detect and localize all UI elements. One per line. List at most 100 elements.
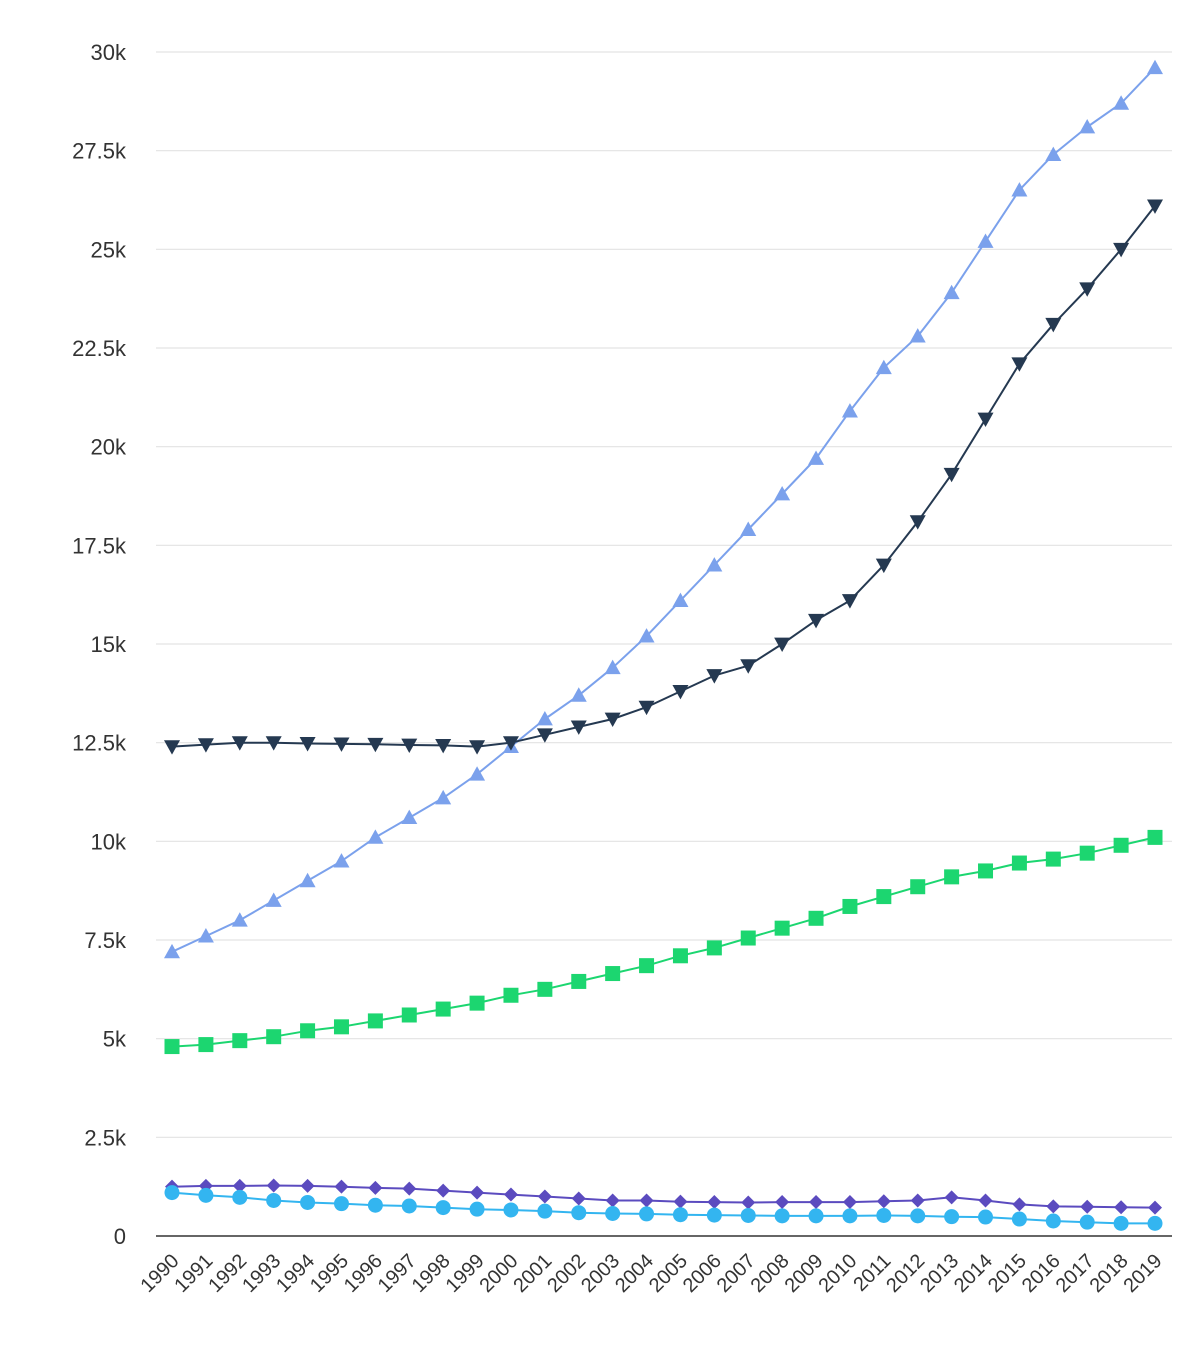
x-tick-label: 2016 bbox=[1018, 1250, 1065, 1297]
data-point bbox=[1045, 851, 1061, 867]
x-tick-label: 2012 bbox=[882, 1250, 929, 1297]
data-point bbox=[706, 557, 723, 572]
data-point bbox=[605, 966, 621, 982]
data-point bbox=[672, 948, 688, 964]
data-point bbox=[232, 1189, 248, 1205]
data-point bbox=[672, 592, 689, 607]
x-tick-label: 2005 bbox=[645, 1250, 692, 1297]
data-point bbox=[774, 637, 791, 652]
x-axis-ticks: 1990199119921993199419951996199719981999… bbox=[137, 1250, 1167, 1297]
y-tick-label: 15k bbox=[91, 632, 127, 657]
data-point bbox=[198, 1187, 214, 1203]
x-tick-label: 2018 bbox=[1086, 1250, 1133, 1297]
series-triangle-up bbox=[164, 59, 1163, 959]
data-point bbox=[571, 1205, 587, 1221]
x-tick-label: 1990 bbox=[137, 1250, 184, 1297]
data-point bbox=[334, 1179, 349, 1194]
data-point bbox=[299, 872, 316, 888]
data-point bbox=[1079, 118, 1096, 134]
data-point bbox=[266, 1178, 281, 1193]
data-point bbox=[401, 1007, 417, 1023]
data-point bbox=[368, 1180, 383, 1195]
data-point bbox=[639, 958, 655, 974]
data-point bbox=[333, 737, 350, 752]
data-point bbox=[808, 450, 825, 465]
data-point bbox=[232, 1178, 247, 1193]
data-point bbox=[164, 740, 180, 755]
data-point bbox=[435, 789, 452, 805]
x-tick-label: 1997 bbox=[374, 1250, 421, 1297]
data-point bbox=[436, 1183, 451, 1198]
data-point bbox=[978, 1209, 994, 1225]
data-point bbox=[537, 1189, 552, 1204]
data-point bbox=[910, 1193, 925, 1208]
y-tick-label: 17.5k bbox=[72, 533, 127, 558]
data-point bbox=[469, 995, 485, 1011]
x-tick-label: 2003 bbox=[577, 1250, 624, 1297]
y-tick-label: 30k bbox=[91, 40, 127, 65]
data-point bbox=[503, 1202, 519, 1218]
data-point bbox=[333, 1019, 349, 1035]
x-tick-label: 2006 bbox=[679, 1250, 726, 1297]
data-point bbox=[435, 1200, 451, 1216]
series-line bbox=[171, 205, 1156, 748]
data-point bbox=[198, 1037, 214, 1053]
data-point bbox=[741, 1195, 756, 1210]
data-point bbox=[875, 558, 892, 574]
series-line bbox=[171, 1191, 1155, 1225]
data-point bbox=[1079, 1214, 1095, 1230]
data-point bbox=[1045, 1213, 1061, 1229]
data-point bbox=[706, 940, 722, 956]
data-point bbox=[876, 1194, 891, 1209]
data-point bbox=[638, 628, 655, 643]
data-point bbox=[977, 412, 994, 428]
data-point bbox=[740, 659, 757, 674]
x-tick-label: 2004 bbox=[611, 1250, 658, 1297]
x-tick-label: 1999 bbox=[442, 1250, 489, 1297]
data-point bbox=[470, 1185, 485, 1200]
x-tick-label: 2010 bbox=[814, 1250, 861, 1297]
data-point bbox=[1113, 95, 1130, 110]
data-point bbox=[536, 728, 553, 743]
data-point bbox=[300, 1178, 315, 1193]
data-point bbox=[300, 1194, 316, 1210]
data-point bbox=[469, 766, 486, 781]
data-point bbox=[1113, 1215, 1129, 1231]
data-point bbox=[910, 879, 926, 895]
series-square bbox=[164, 829, 1163, 1055]
data-point bbox=[841, 594, 858, 609]
data-point bbox=[944, 869, 960, 885]
x-tick-label: 1993 bbox=[238, 1250, 285, 1297]
data-point bbox=[300, 1023, 316, 1039]
data-point bbox=[909, 515, 926, 530]
x-tick-label: 1991 bbox=[170, 1250, 217, 1297]
data-point bbox=[638, 700, 655, 716]
data-point bbox=[978, 863, 994, 879]
data-point bbox=[943, 284, 960, 300]
data-point bbox=[808, 910, 824, 926]
data-point bbox=[299, 737, 316, 752]
data-point bbox=[1011, 1211, 1027, 1227]
data-point bbox=[774, 486, 791, 501]
data-point bbox=[401, 1198, 417, 1214]
data-point bbox=[1012, 1197, 1027, 1212]
data-point bbox=[266, 1192, 282, 1208]
data-point bbox=[266, 1029, 282, 1045]
data-point bbox=[876, 1207, 892, 1223]
data-point bbox=[1113, 837, 1129, 853]
data-point bbox=[774, 1208, 790, 1224]
x-tick-label: 2013 bbox=[916, 1250, 963, 1297]
series-line bbox=[171, 67, 1156, 953]
data-point bbox=[435, 739, 452, 754]
data-point bbox=[978, 1193, 993, 1208]
y-tick-label: 27.5k bbox=[72, 139, 127, 164]
data-point bbox=[401, 738, 418, 754]
data-point bbox=[402, 1181, 417, 1196]
data-point bbox=[164, 1039, 180, 1055]
y-tick-label: 22.5k bbox=[72, 336, 127, 361]
data-point bbox=[367, 1197, 383, 1213]
data-point bbox=[469, 740, 486, 755]
y-tick-label: 10k bbox=[91, 829, 127, 854]
x-tick-label: 2015 bbox=[984, 1250, 1031, 1297]
data-point bbox=[537, 981, 553, 997]
